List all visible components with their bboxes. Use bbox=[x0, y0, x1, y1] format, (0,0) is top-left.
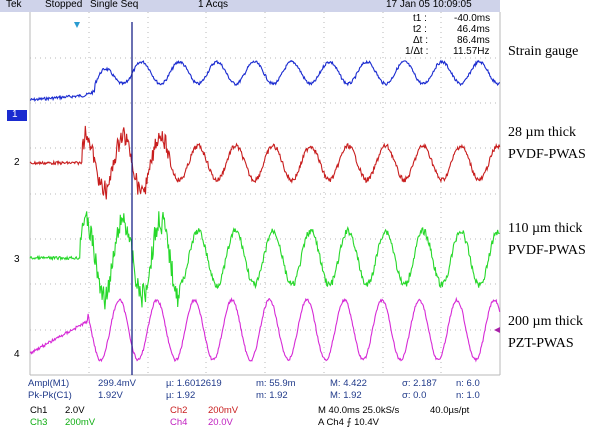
ch4-scale: 20.0V bbox=[208, 417, 233, 428]
acquisition-count: 1 Acqs bbox=[198, 0, 229, 10]
meas-ampl-min: m: 55.9m bbox=[256, 378, 296, 389]
cursor-t1-value: -40.0ms bbox=[454, 13, 491, 24]
sample-resolution: 40.0µs/pt bbox=[430, 405, 470, 416]
ch4-right-marker-icon bbox=[494, 327, 500, 333]
cursor-frequency-label: 1/Δt : bbox=[405, 46, 429, 57]
ch1-strain-trace bbox=[29, 59, 501, 102]
meas-ampl-count: n: 6.0 bbox=[456, 378, 480, 389]
ch1-label: Ch1 bbox=[30, 405, 48, 416]
pvdf-110um-label: 110 µm thick PVDF-PWAS bbox=[508, 221, 586, 258]
trigger-setting: A Ch4 ⨍ 10.4V bbox=[318, 417, 379, 428]
meas-ampl-mean: µ: 1.6012619 bbox=[166, 378, 222, 389]
date-time: 17 Jan 05 10:09:05 bbox=[386, 0, 472, 10]
meas-pkpk-label: Pk-Pk(C1) bbox=[28, 390, 72, 401]
meas-pkpk-max: M: 1.92 bbox=[330, 390, 362, 401]
ch1-marker: 1 bbox=[12, 109, 18, 120]
ch2-marker: 2 bbox=[14, 157, 20, 168]
cursor-frequency-value: 11.57Hz bbox=[453, 46, 490, 57]
ch4-pzt-trace bbox=[29, 296, 501, 363]
ch3-scale: 200mV bbox=[65, 417, 96, 428]
ch3-label: Ch3 bbox=[30, 417, 48, 428]
acquisition-mode: Single Seq bbox=[90, 0, 139, 10]
pzt-200um-label: 200 µm thick PZT-PWAS bbox=[508, 314, 583, 351]
cursor-t2-value: 46.4ms bbox=[457, 24, 490, 35]
ch1-scale: 2.0V bbox=[65, 405, 85, 416]
status-bar bbox=[0, 0, 500, 12]
ch4-label: Ch4 bbox=[170, 417, 188, 428]
meas-pkpk-stddev: σ: 0.0 bbox=[402, 390, 427, 401]
ch2-scale: 200mV bbox=[208, 405, 239, 416]
cursor-t2-label: t2 : bbox=[413, 24, 427, 35]
meas-pkpk-mean: µ: 1.92 bbox=[166, 390, 196, 401]
meas-ampl-max: M: 4.422 bbox=[330, 378, 367, 389]
cursor-delta-label: Δt : bbox=[413, 35, 429, 46]
ch2-pvdf28-trace bbox=[29, 125, 501, 200]
meas-ampl-value: 299.4mV bbox=[98, 378, 137, 389]
ch2-label: Ch2 bbox=[170, 405, 188, 416]
waveform-traces bbox=[29, 59, 501, 363]
cursor-delta-value: 86.4ms bbox=[457, 35, 490, 46]
brand-label: Tek bbox=[6, 0, 22, 10]
meas-pkpk-min: m: 1.92 bbox=[256, 390, 288, 401]
trigger-position-icon bbox=[74, 22, 80, 28]
ch4-marker: 4 bbox=[14, 349, 20, 360]
meas-ampl-stddev: σ: 2.187 bbox=[402, 378, 437, 389]
ch3-marker: 3 bbox=[14, 254, 20, 265]
meas-pkpk-value: 1.92V bbox=[98, 390, 123, 401]
ch1-marker-box bbox=[7, 110, 27, 121]
meas-pkpk-count: n: 1.0 bbox=[456, 390, 480, 401]
cursor-t1-label: t1 : bbox=[413, 13, 427, 24]
acquisition-status: Stopped bbox=[45, 0, 83, 10]
pvdf-28um-label: 28 µm thick PVDF-PWAS bbox=[508, 125, 586, 162]
timebase: M 40.0ms 25.0kS/s bbox=[318, 405, 400, 416]
strain-gauge-label: Strain gauge bbox=[508, 44, 579, 59]
graticule bbox=[29, 12, 501, 376]
meas-ampl-label: Ampl(M1) bbox=[28, 378, 70, 389]
ch3-pvdf110-trace bbox=[29, 211, 500, 310]
